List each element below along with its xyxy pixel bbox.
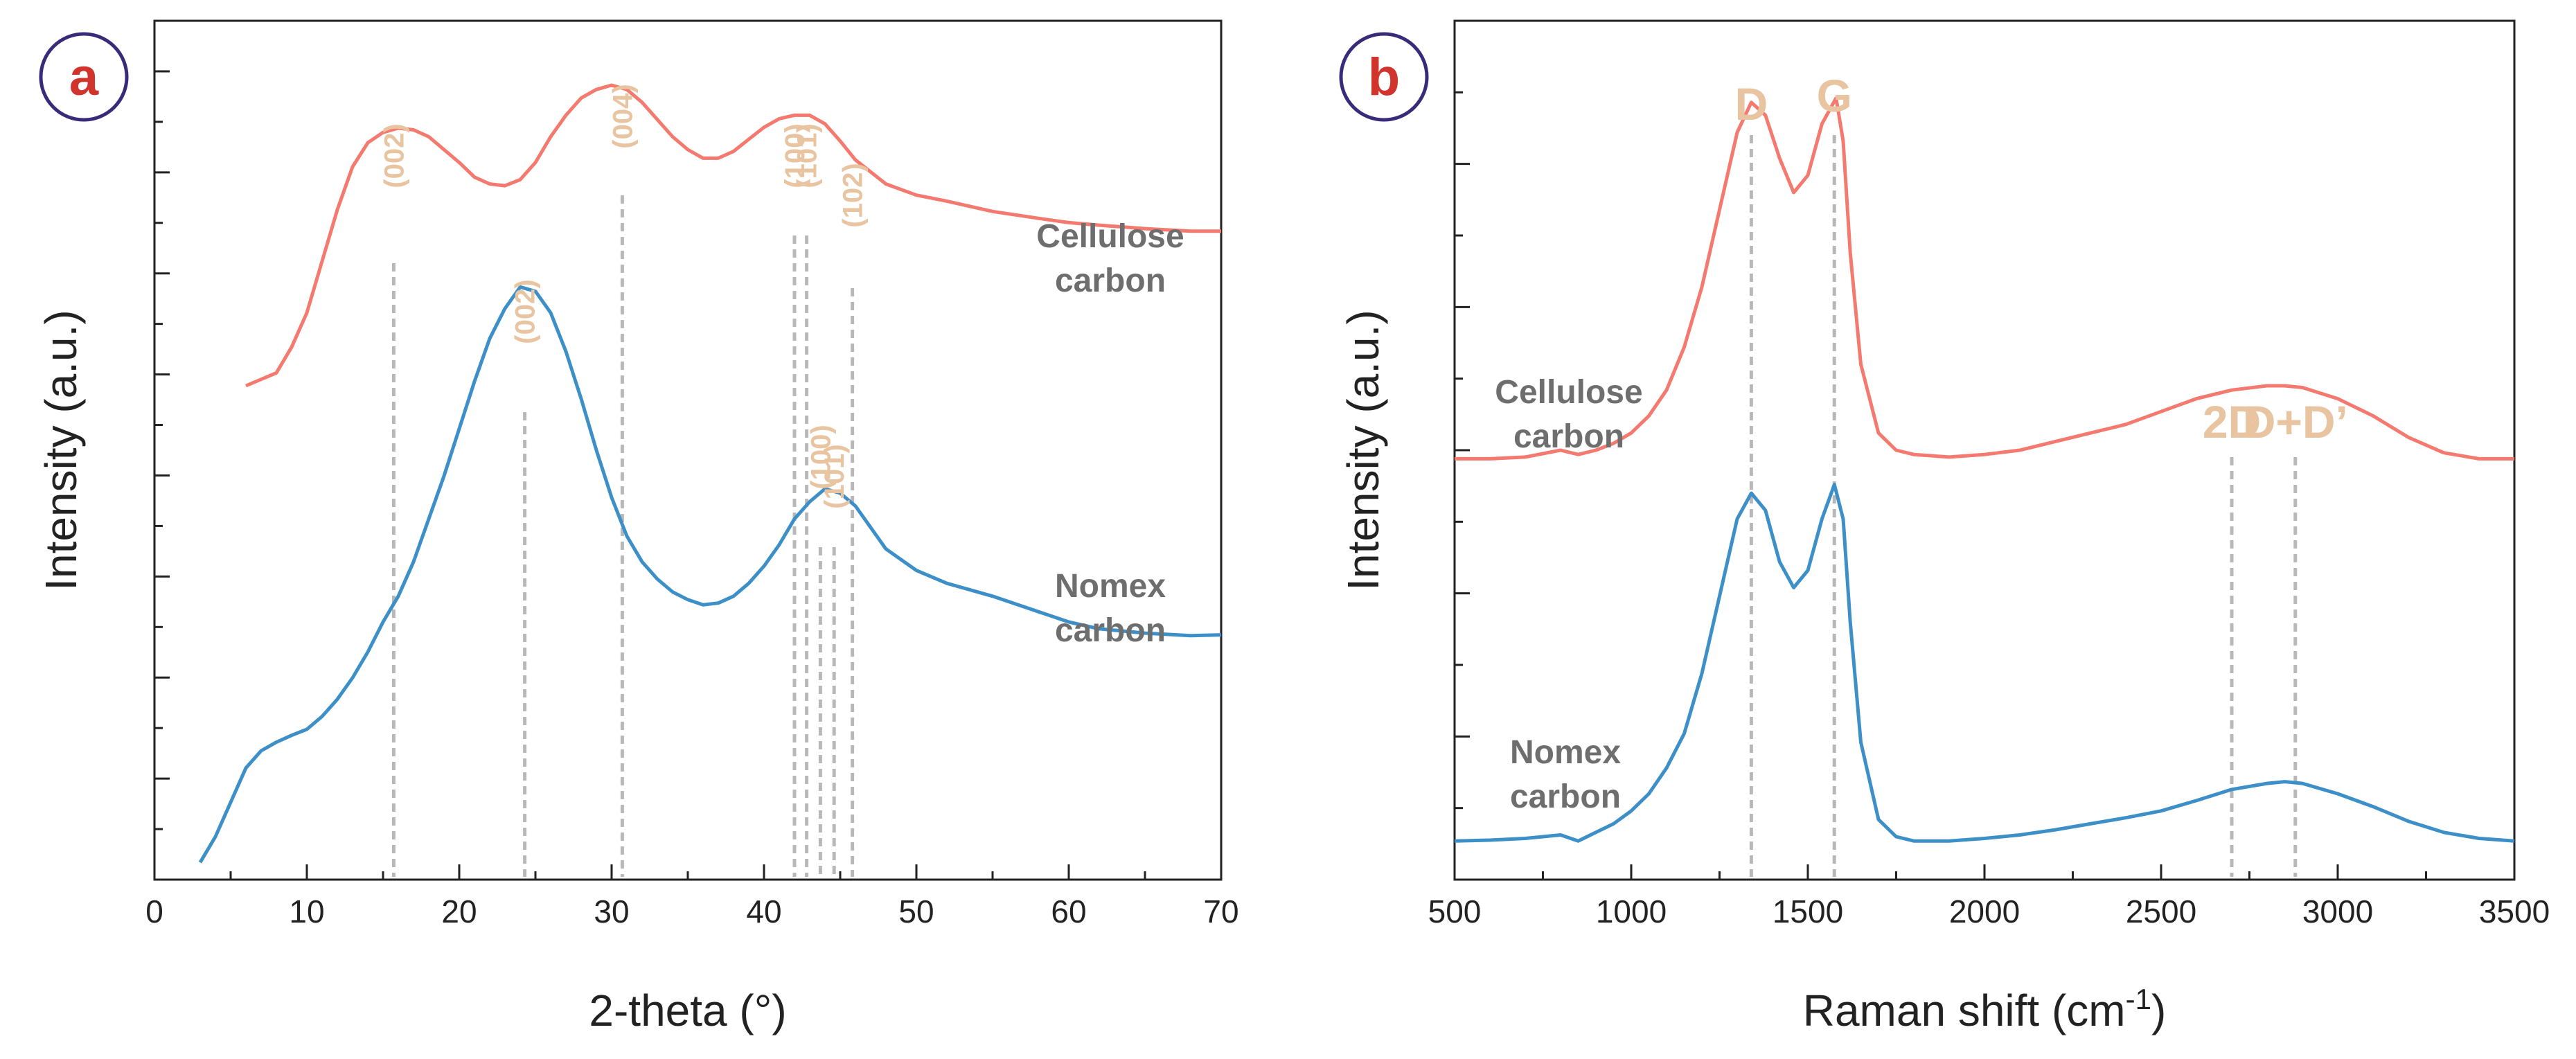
panel-a-letter: a (69, 48, 99, 107)
x-tick-label: 1000 (1596, 893, 1667, 929)
peak-label: (002) (510, 279, 541, 344)
panel-a-chart: a 0 10 20 30 40 50 60 70 (002)(004)(100)(101)(1… (36, 19, 1239, 1035)
series-label: Nomex carbon (1510, 734, 1621, 815)
peak-label: (002) (379, 123, 409, 188)
peak-label: (101) (819, 444, 850, 508)
x-tick-label: 500 (1428, 893, 1482, 929)
series-label: Nomex carbon (1055, 568, 1166, 649)
x-tick-label: 50 (898, 893, 934, 929)
peak-label: (004) (607, 84, 638, 148)
peak-label: D (1735, 78, 1768, 130)
series-label: Cellulose carbon (1495, 374, 1642, 455)
x-tick-label: 3000 (2302, 893, 2373, 929)
x-tick-label: 70 (1203, 893, 1238, 929)
x-tick-label: 30 (594, 893, 629, 929)
peak-label: (101) (792, 123, 823, 188)
series-label: Cellulose carbon (1036, 218, 1184, 299)
panel-b-series (1454, 96, 2515, 843)
series-line-cellulose (1455, 96, 2514, 461)
series-line-nomex (1454, 483, 2515, 843)
panel-b-badge (1339, 32, 1429, 122)
x-tick-label: 10 (289, 893, 324, 929)
x-tick-label: 20 (441, 893, 477, 929)
peak-label: G (1817, 70, 1852, 121)
panel-b-peak-guides (1749, 135, 2298, 877)
panel-a-x-axis-title: 2-theta (°) (589, 986, 786, 1035)
peak-label: (100) (806, 425, 836, 489)
x-tick-label: 1500 (1773, 893, 1843, 929)
panel-b-ticks: 500 1000 1500 2000 2500 3000 3500 (1428, 91, 2550, 929)
x-tick-label: 2000 (1949, 893, 2020, 929)
x-tick-label: 0 (145, 893, 163, 929)
panel-a-peak-guides (391, 195, 855, 877)
peak-label: 2D (2203, 396, 2261, 447)
series-line-nomex (198, 285, 1222, 864)
peak-label: (102) (838, 163, 869, 227)
panel-a-ticks: 0 10 20 30 40 50 60 70 (145, 70, 1239, 929)
x-tick-label: 40 (746, 893, 781, 929)
panel-a-series-labels: Cellulose carbon Nomex carbon (1036, 218, 1184, 649)
series-line-cellulose (245, 83, 1221, 388)
panel-b-chart: b 500 1000 1500 2000 2500 3000 3500 D G 2DD+D’ C… (1338, 19, 2550, 1035)
panel-b-letter: b (1368, 48, 1400, 107)
peak-label: D+D’ (2243, 396, 2348, 447)
panel-a-badge (39, 32, 129, 122)
x-tick-label: 60 (1051, 893, 1086, 929)
x-tick-label: 2500 (2126, 893, 2196, 929)
panel-a-y-axis-title: Intensity (a.u.) (36, 310, 86, 591)
panel-b-x-axis-title: Raman shift (cm-1) (1803, 983, 2167, 1035)
panel-b-peak-labels: D G 2DD+D’ (1735, 70, 2348, 447)
x-tick-label: 3500 (2479, 893, 2550, 929)
panel-a-peak-labels: (002)(004)(100)(101)(102)(002)(100)(101) (379, 84, 868, 508)
panel-b-series-labels: Cellulose carbon Nomex carbon (1495, 374, 1642, 815)
peak-label: (100) (780, 123, 810, 188)
panel-b-y-axis-title: Intensity (a.u.) (1338, 310, 1388, 591)
panel-a-series (198, 83, 1222, 864)
